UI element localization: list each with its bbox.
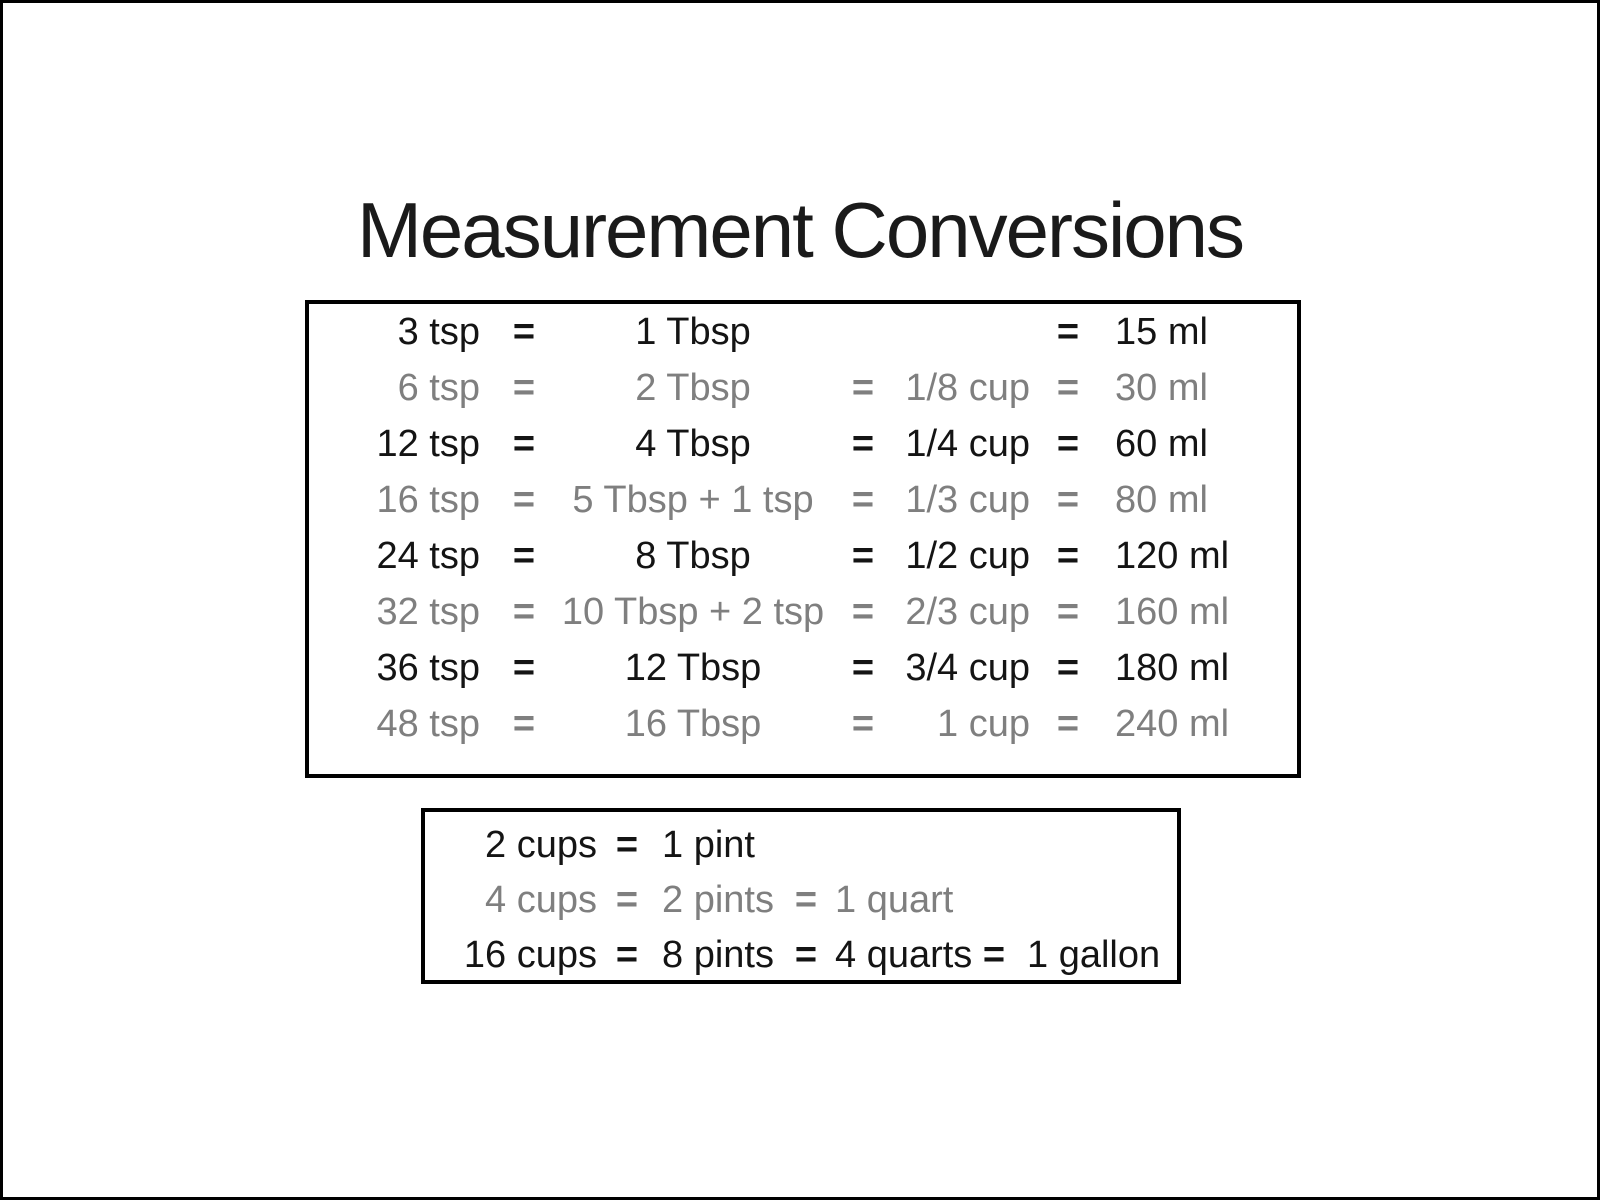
equals-sign: = xyxy=(851,590,875,633)
equals-sign: = xyxy=(512,478,536,521)
equals-sign: = xyxy=(512,310,536,353)
tsp-cell: 16 tsp xyxy=(376,478,480,521)
pints-cell: 1 pint xyxy=(662,824,755,866)
cups-cell: 2 cups xyxy=(485,824,597,866)
conversion-row: 32 tsp = 10 Tbsp + 2 tsp = 2/3 cup = 160… xyxy=(309,584,1297,640)
ml-cell: 80 ml xyxy=(1115,478,1208,521)
cup-cell: 3/4 cup xyxy=(905,646,1030,689)
ml-cell: 160 ml xyxy=(1115,590,1230,633)
equals-sign: = xyxy=(851,366,875,409)
equals-sign: = xyxy=(1056,422,1080,465)
conversion-row: 3 tsp = 1 Tbsp = 15 ml xyxy=(309,304,1297,360)
equals-sign: = xyxy=(512,646,536,689)
equals-sign xyxy=(827,304,899,360)
tsp-cell: 36 tsp xyxy=(376,646,480,689)
gallons-cell xyxy=(1011,818,1177,873)
pints-cell: 8 pints xyxy=(662,934,774,976)
equals-sign: = xyxy=(512,534,536,577)
large-volume-conversion-table: 2 cups = 1 pint 4 cups = 2 pints = 1 qua… xyxy=(425,818,1177,983)
equals-sign: = xyxy=(982,934,1006,976)
equals-sign: = xyxy=(851,422,875,465)
equals-sign: = xyxy=(615,934,639,976)
equals-sign: = xyxy=(794,934,818,976)
conversion-row: 12 tsp = 4 Tbsp = 1/4 cup = 60 ml xyxy=(309,416,1297,472)
cup-cell xyxy=(899,304,1039,360)
equals-sign xyxy=(977,818,1011,873)
cups-pints-quarts-gallons-conversion-box: 2 cups = 1 pint 4 cups = 2 pints = 1 qua… xyxy=(421,808,1181,984)
cup-cell: 1/4 cup xyxy=(905,422,1030,465)
tbsp-cell: 4 Tbsp xyxy=(635,422,751,465)
ml-cell: 120 ml xyxy=(1115,534,1230,577)
quarts-cell: 1 quart xyxy=(835,879,954,921)
tbsp-cell: 16 Tbsp xyxy=(624,702,762,745)
equals-sign: = xyxy=(851,534,875,577)
ml-cell: 60 ml xyxy=(1115,422,1208,465)
equals-sign: = xyxy=(851,702,875,745)
ml-cell: 240 ml xyxy=(1115,702,1230,745)
equals-sign xyxy=(789,818,823,873)
equals-sign: = xyxy=(512,702,536,745)
ml-cell: 180 ml xyxy=(1115,646,1230,689)
tsp-cell: 48 tsp xyxy=(376,702,480,745)
quarts-cell: 4 quarts xyxy=(835,934,973,976)
ml-cell: 30 ml xyxy=(1115,366,1208,409)
equals-sign: = xyxy=(1056,478,1080,521)
tbsp-cell: 12 Tbsp xyxy=(624,646,762,689)
cup-cell: 1/3 cup xyxy=(905,478,1030,521)
quarts-cell xyxy=(823,818,977,873)
equals-sign: = xyxy=(1056,646,1080,689)
equals-sign: = xyxy=(851,646,875,689)
conversion-row: 16 cups = 8 pints = 4 quarts = 1 gallon xyxy=(425,928,1177,983)
equals-sign: = xyxy=(615,879,639,921)
cup-cell: 1 cup xyxy=(937,702,1030,745)
conversion-row: 6 tsp = 2 Tbsp = 1/8 cup = 30 ml xyxy=(309,360,1297,416)
tbsp-cell: 5 Tbsp + 1 tsp xyxy=(572,478,814,521)
conversion-row: 48 tsp = 16 Tbsp = 1 cup = 240 ml xyxy=(309,696,1297,752)
cups-cell: 16 cups xyxy=(463,934,597,976)
ml-cell: 15 ml xyxy=(1115,310,1208,353)
equals-sign: = xyxy=(1056,366,1080,409)
tsp-cell: 24 tsp xyxy=(376,534,480,577)
tbsp-cell: 2 Tbsp xyxy=(635,366,751,409)
cup-cell: 1/2 cup xyxy=(905,534,1030,577)
conversion-row: 36 tsp = 12 Tbsp = 3/4 cup = 180 ml xyxy=(309,640,1297,696)
equals-sign: = xyxy=(512,590,536,633)
equals-sign: = xyxy=(512,366,536,409)
conversion-row: 2 cups = 1 pint xyxy=(425,818,1177,873)
page-title: Measurement Conversions xyxy=(356,186,1245,274)
equals-sign xyxy=(977,873,1011,928)
equals-sign: = xyxy=(1056,702,1080,745)
equals-sign: = xyxy=(1056,590,1080,633)
conversion-row: 16 tsp = 5 Tbsp + 1 tsp = 1/3 cup = 80 m… xyxy=(309,472,1297,528)
tbsp-cell: 8 Tbsp xyxy=(635,534,751,577)
tsp-cell: 12 tsp xyxy=(376,422,480,465)
cups-cell: 4 cups xyxy=(485,879,597,921)
gallons-cell: 1 gallon xyxy=(1027,934,1161,976)
pints-cell: 2 pints xyxy=(662,879,774,921)
equals-sign: = xyxy=(1056,310,1080,353)
equals-sign: = xyxy=(1056,534,1080,577)
tbsp-cell: 10 Tbsp + 2 tsp xyxy=(561,590,825,633)
conversion-row: 24 tsp = 8 Tbsp = 1/2 cup = 120 ml xyxy=(309,528,1297,584)
tsp-cell: 32 tsp xyxy=(376,590,480,633)
cup-cell: 2/3 cup xyxy=(905,590,1030,633)
conversion-row: 4 cups = 2 pints = 1 quart xyxy=(425,873,1177,928)
tsp-cell: 6 tsp xyxy=(397,366,480,409)
gallons-cell xyxy=(1011,873,1177,928)
small-volume-conversion-table: 3 tsp = 1 Tbsp = 15 ml 6 tsp = 2 Tbsp = … xyxy=(309,304,1297,752)
equals-sign: = xyxy=(512,422,536,465)
tbsp-cell: 1 Tbsp xyxy=(635,310,751,353)
equals-sign: = xyxy=(851,478,875,521)
tsp-tbsp-cup-ml-conversion-box: 3 tsp = 1 Tbsp = 15 ml 6 tsp = 2 Tbsp = … xyxy=(305,300,1301,778)
tsp-cell: 3 tsp xyxy=(397,310,480,353)
equals-sign: = xyxy=(615,824,639,866)
equals-sign: = xyxy=(794,879,818,921)
cup-cell: 1/8 cup xyxy=(905,366,1030,409)
